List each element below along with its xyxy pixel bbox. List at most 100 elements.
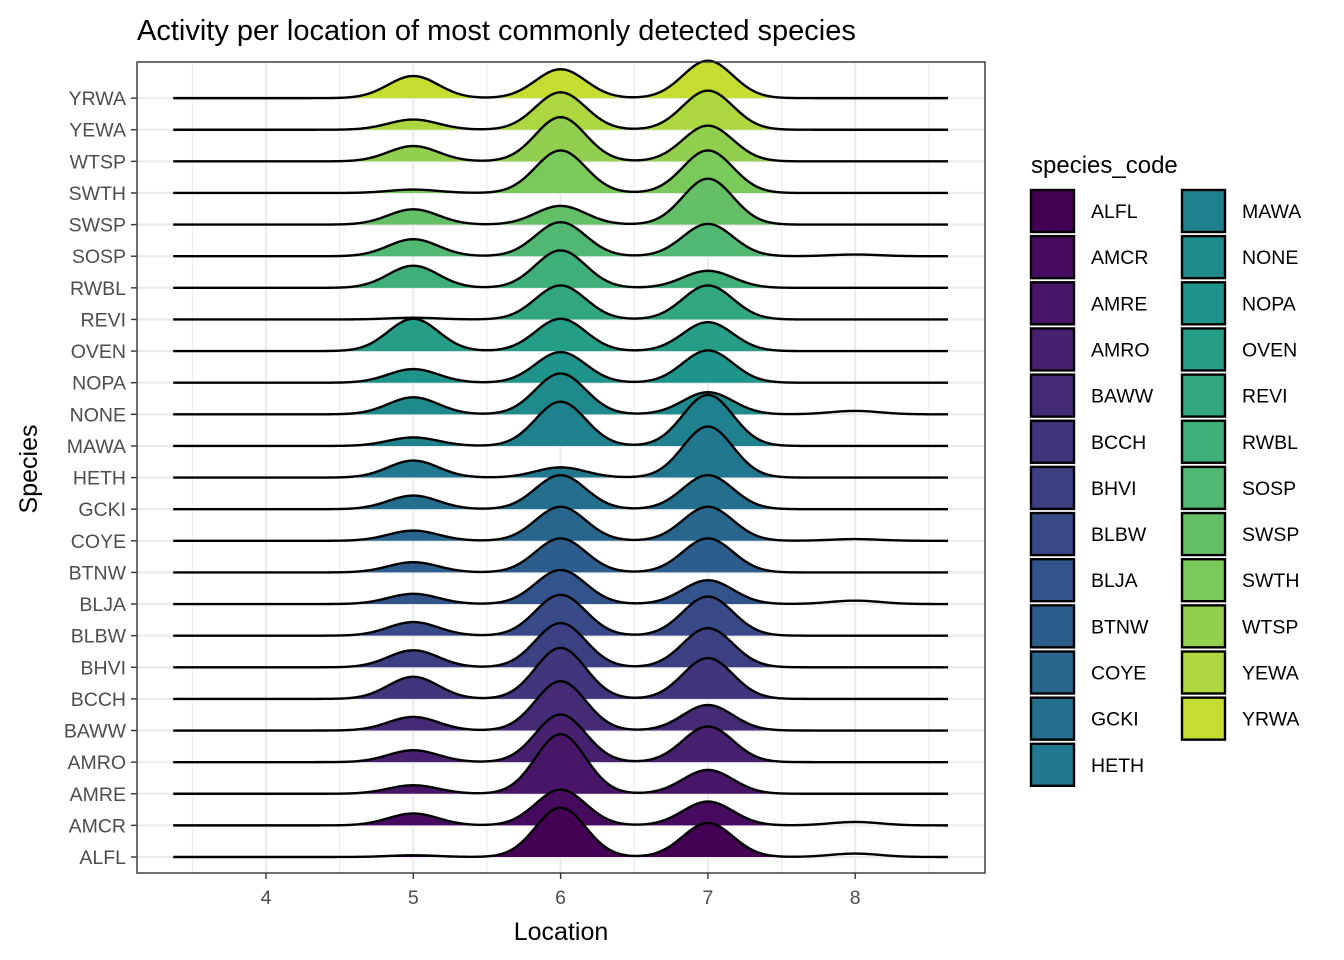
ridge-outline [173, 372, 948, 416]
y-tick-label-mawa: MAWA [67, 436, 126, 458]
ridge-rwbl [173, 249, 948, 290]
ridge-outline [173, 59, 948, 100]
legend-key [1029, 419, 1076, 464]
x-tick-label-8: 8 [850, 887, 861, 909]
y-tick-label-coye: COYE [71, 531, 126, 553]
x-axis-ticks: 4 5 6 7 8 [261, 873, 861, 909]
ridge-outline [173, 806, 948, 859]
ridge-baww [173, 680, 948, 732]
ridge-fill [347, 318, 782, 352]
legend-key [1180, 188, 1227, 234]
legend-item-bcch: BCCH [1029, 419, 1146, 464]
ridge-outline [173, 568, 948, 606]
ridges [136, 59, 986, 874]
y-tick-label-yewa: YEWA [69, 120, 126, 142]
ridge-alfl [173, 806, 948, 859]
ridge-outline [173, 646, 948, 701]
legend-item-alfl: ALFL [1029, 188, 1138, 234]
ridge-none [173, 372, 948, 416]
legend-item-amro: AMRO [1029, 327, 1150, 372]
legend-key [1029, 650, 1076, 695]
legend-item-revi: REVI [1180, 373, 1288, 418]
legend-item-rwbl: RWBL [1180, 419, 1298, 464]
ridge-fill [347, 117, 782, 162]
legend-key [1180, 373, 1227, 418]
ridge-fill [347, 734, 782, 794]
ridge-blja [173, 568, 948, 606]
y-tick-label-swsp: SWSP [69, 215, 126, 237]
y-tick-label-none: NONE [70, 404, 126, 426]
ridge-swsp [173, 177, 948, 226]
legend-key [1180, 604, 1227, 649]
legend-item-swsp: SWSP [1180, 511, 1299, 557]
ridge-revi [173, 284, 948, 321]
ridge-fill [347, 285, 782, 320]
x-tick-label-5: 5 [408, 887, 419, 909]
legend-key [1029, 373, 1076, 418]
legend-title: species_code [1031, 152, 1178, 179]
legend-label: BLJA [1091, 570, 1138, 592]
legend-label: AMCR [1091, 247, 1148, 269]
ridge-outline [173, 473, 948, 511]
y-tick-label-revi: REVI [80, 309, 126, 331]
legend-item-coye: COYE [1029, 650, 1146, 695]
legend-label: NONE [1242, 247, 1298, 269]
ridge-fill [347, 222, 782, 257]
y-tick-label-baww: BAWW [64, 721, 127, 743]
legend-item-amre: AMRE [1029, 281, 1147, 326]
legend-item-sosp: SOSP [1180, 465, 1296, 511]
x-tick-label-6: 6 [555, 887, 566, 909]
legend-item-blja: BLJA [1029, 558, 1138, 603]
legend-label: WTSP [1242, 616, 1298, 638]
legend-label: REVI [1242, 386, 1288, 408]
ridge-blbw [173, 593, 948, 637]
legend-key [1180, 234, 1227, 280]
legend-label: SWTH [1242, 570, 1299, 592]
ridge-fill [347, 681, 782, 731]
y-tick-label-sosp: SOSP [72, 246, 126, 268]
legend-key [1180, 558, 1227, 603]
legend-item-oven: OVEN [1180, 327, 1297, 372]
ridge-sosp [173, 221, 948, 258]
y-tick-label-wtsp: WTSP [70, 151, 126, 173]
ridge-outline [173, 425, 948, 479]
y-tick-label-blja: BLJA [79, 594, 126, 616]
legend-label: MAWA [1242, 201, 1301, 223]
y-tick-label-swth: SWTH [69, 183, 126, 205]
ridge-outline [173, 221, 948, 258]
ridge-bhvi [173, 621, 948, 669]
y-tick-label-heth: HETH [73, 468, 126, 490]
ridge-fill [347, 373, 782, 415]
legend-key [1180, 511, 1227, 557]
legend-label: OVEN [1242, 339, 1297, 361]
legend-label: AMRE [1091, 293, 1147, 315]
legend-item-wtsp: WTSP [1180, 604, 1298, 649]
legend-item-none: NONE [1180, 234, 1298, 280]
legend: species_code ALFL AMCR AMRE AMRO BAWW BCCH BHV… [1029, 152, 1301, 787]
y-axis-title: Species [15, 425, 43, 514]
ridge-outline [173, 115, 948, 163]
ridge-outline [173, 393, 948, 448]
legend-item-baww: BAWW [1029, 373, 1154, 418]
ridge-outline [173, 284, 948, 321]
ridge-fill [347, 90, 782, 130]
y-tick-label-bcch: BCCH [71, 689, 126, 711]
ridge-outline [173, 788, 948, 827]
y-tick-label-btnw: BTNW [69, 562, 127, 584]
ridge-heth [173, 425, 948, 479]
ridge-fill [347, 506, 782, 541]
legend-label: ALFL [1091, 201, 1138, 223]
ridge-outline [173, 177, 948, 226]
ridge-fill [347, 350, 782, 383]
legend-key [1180, 696, 1227, 741]
ridge-outline [173, 621, 948, 669]
legend-item-yewa: YEWA [1180, 650, 1299, 695]
legend-label: BTNW [1091, 616, 1149, 638]
y-tick-label-amcr: AMCR [69, 815, 126, 837]
ridge-fill [347, 150, 782, 193]
ridge-outline [173, 680, 948, 732]
legend-key [1029, 511, 1076, 557]
ridge-outline [173, 249, 948, 290]
legend-item-swth: SWTH [1180, 558, 1299, 603]
